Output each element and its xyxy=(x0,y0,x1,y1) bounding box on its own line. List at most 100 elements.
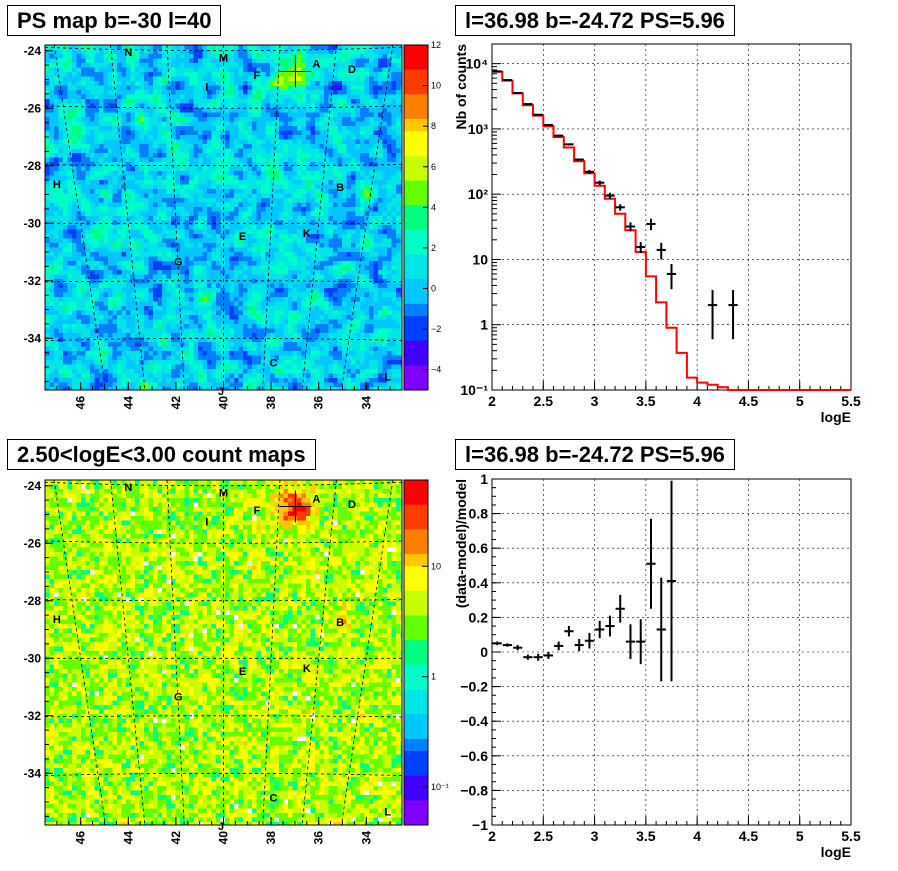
heatmap-cell xyxy=(301,58,307,64)
heatmap-cell xyxy=(162,121,167,127)
heatmap-cell xyxy=(216,238,221,244)
heatmap-cell xyxy=(175,225,181,230)
heatmap-cell xyxy=(252,45,257,50)
heatmap-cell xyxy=(193,139,199,145)
heatmap-cell xyxy=(81,310,86,316)
heatmap-cell xyxy=(198,72,203,77)
heatmap-cell xyxy=(76,301,82,307)
heatmap-cell xyxy=(184,324,190,329)
heatmap-cell xyxy=(252,315,257,320)
heatmap-cell xyxy=(67,261,73,266)
heatmap-cell xyxy=(324,315,329,320)
heatmap-cell xyxy=(364,306,370,311)
heatmap-cell xyxy=(166,67,172,73)
heatmap-cell xyxy=(247,216,253,221)
heatmap-cell xyxy=(45,54,50,59)
heatmap-cell xyxy=(67,171,73,176)
heatmap-cell xyxy=(72,148,77,154)
heatmap-cell xyxy=(337,207,343,212)
heatmap-cell xyxy=(216,72,221,77)
heatmap-cell xyxy=(373,306,379,311)
heatmap-cell xyxy=(139,301,145,307)
heatmap-cell xyxy=(288,103,293,109)
heatmap-cell xyxy=(175,112,181,118)
heatmap-cell xyxy=(297,153,302,158)
heatmap-cell xyxy=(63,247,68,253)
heatmap-cell xyxy=(265,49,271,55)
heatmap-cell xyxy=(130,94,136,100)
heatmap-cell xyxy=(202,274,208,280)
heatmap-cell xyxy=(85,162,91,167)
heatmap-cell xyxy=(211,319,217,325)
heatmap-cell xyxy=(90,58,95,64)
heatmap-cell xyxy=(297,301,302,307)
heatmap-cell xyxy=(378,162,383,167)
heatmap-cell xyxy=(274,261,280,266)
heatmap-cell xyxy=(207,148,212,154)
heatmap-cell xyxy=(148,171,154,176)
heatmap-cell xyxy=(94,103,100,109)
heatmap-cell xyxy=(90,144,95,149)
heatmap-cell xyxy=(256,103,262,109)
heatmap-cell xyxy=(310,202,316,208)
heatmap-cell xyxy=(310,103,316,109)
heatmap-cell xyxy=(360,153,365,158)
heatmap-cell xyxy=(166,265,172,271)
heatmap-cell xyxy=(49,184,55,190)
heatmap-cell xyxy=(292,162,298,167)
heatmap-cell xyxy=(396,225,401,230)
heatmap-cell xyxy=(373,189,379,194)
heatmap-cell xyxy=(369,211,374,217)
heatmap-cell xyxy=(234,103,239,109)
heatmap-cell xyxy=(247,63,253,68)
heatmap-cell xyxy=(180,144,185,149)
heatmap-cell xyxy=(81,265,86,271)
heatmap-cell xyxy=(355,184,361,190)
heatmap-cell xyxy=(360,189,365,194)
heatmap-cell xyxy=(193,49,199,55)
heatmap-cell xyxy=(166,306,172,311)
heatmap-cell xyxy=(162,54,167,59)
heatmap-cell xyxy=(270,243,275,248)
heatmap-cell xyxy=(207,207,212,212)
heatmap-cell xyxy=(265,153,271,158)
heatmap-cell xyxy=(117,175,122,181)
heatmap-cell xyxy=(58,157,64,163)
heatmap-cell xyxy=(225,63,230,68)
heatmap-cell xyxy=(364,247,370,253)
heatmap-cell xyxy=(234,162,239,167)
heatmap-cell xyxy=(130,261,136,266)
heatmap-cell xyxy=(157,49,163,55)
heatmap-cell xyxy=(319,162,325,167)
heatmap-cell xyxy=(171,234,176,239)
heatmap-cell xyxy=(238,121,244,127)
heatmap-cell xyxy=(121,103,127,109)
heatmap-cell xyxy=(216,45,221,50)
heatmap-cell xyxy=(144,279,149,284)
heatmap-cell xyxy=(81,315,86,320)
heatmap-cell xyxy=(396,139,401,145)
heatmap-cell xyxy=(355,297,361,302)
heatmap-cell xyxy=(301,126,307,131)
heatmap-cell xyxy=(157,297,163,302)
heatmap-cell xyxy=(54,112,59,118)
heatmap-cell xyxy=(360,76,365,82)
heatmap-cell xyxy=(76,121,82,127)
heatmap-cell xyxy=(315,157,320,163)
heatmap-cell xyxy=(171,63,176,68)
heatmap-cell xyxy=(54,274,59,280)
heatmap-cell xyxy=(148,261,154,266)
heatmap-cell xyxy=(81,49,86,55)
heatmap-cell xyxy=(360,157,365,163)
heatmap-cell xyxy=(193,297,199,302)
heatmap-cell xyxy=(171,148,176,154)
heatmap-cell xyxy=(126,265,131,271)
heatmap-cell xyxy=(265,238,271,244)
heatmap-cell xyxy=(90,90,95,95)
heatmap-cell xyxy=(175,108,181,113)
heatmap-cell xyxy=(378,108,383,113)
heatmap-cell xyxy=(333,207,338,212)
heatmap-cell xyxy=(67,175,73,181)
heatmap-cell xyxy=(306,193,311,199)
heatmap-cell xyxy=(76,193,82,199)
